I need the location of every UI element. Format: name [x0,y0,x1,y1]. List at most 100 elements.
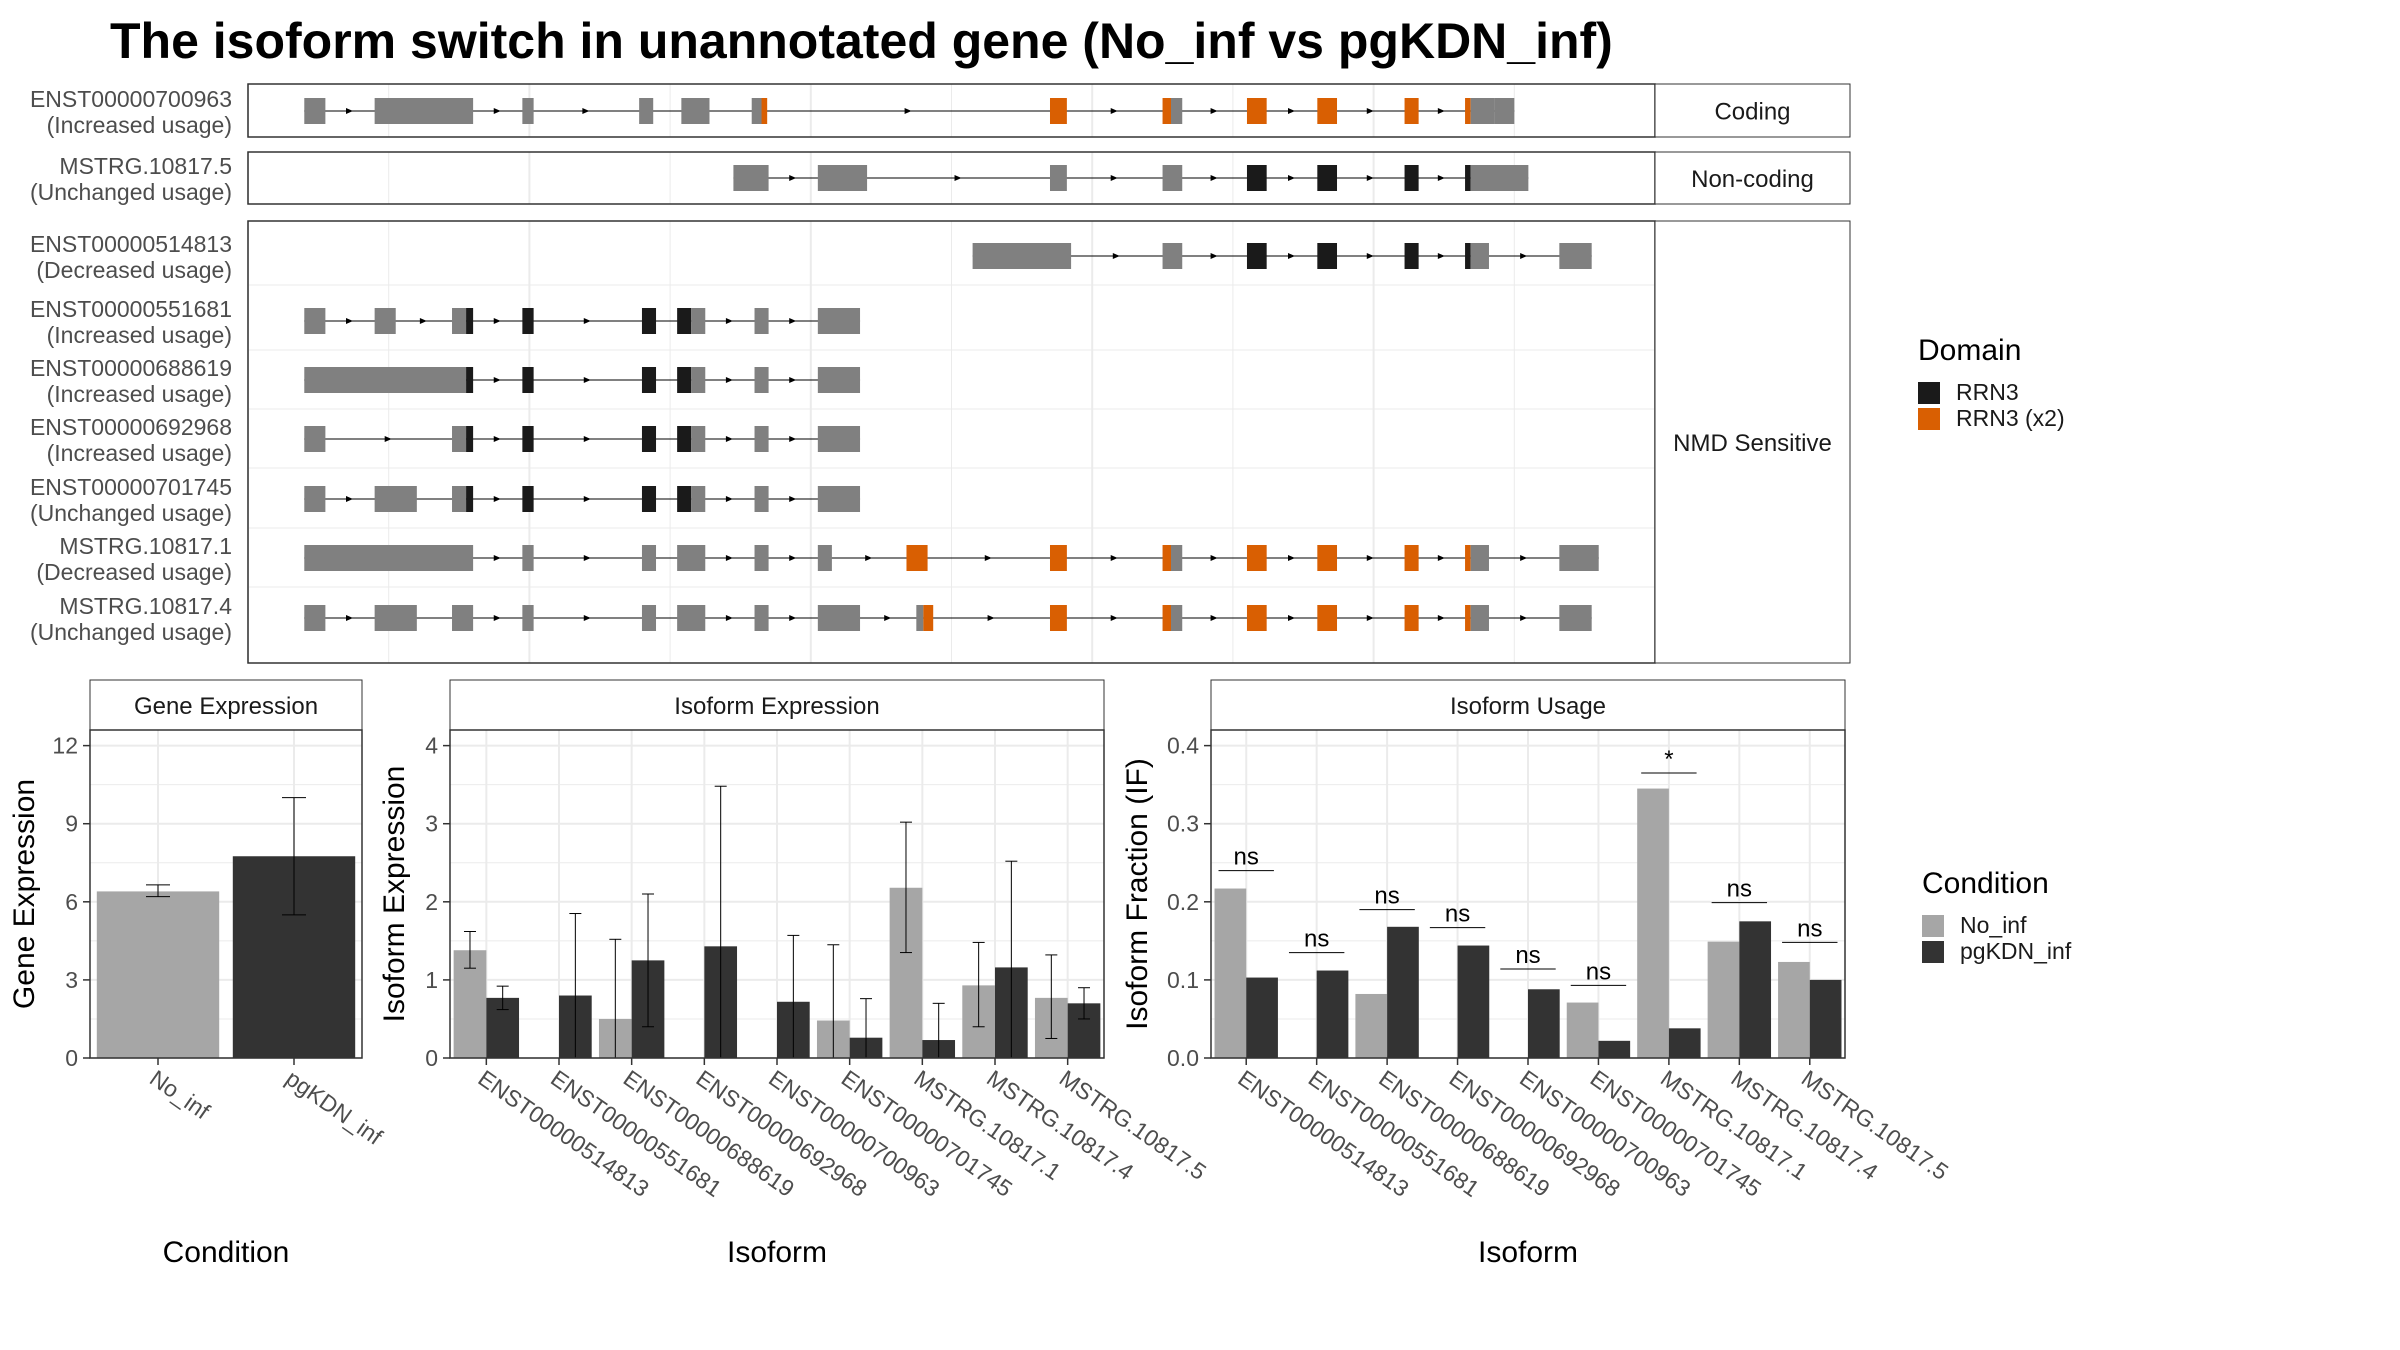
y-axis-title: Gene Expression [8,779,41,1009]
strand-arrow-icon [384,436,392,442]
strand-arrow-icon [1366,555,1374,561]
exon-block [1162,243,1183,269]
strand-arrow-icon [583,436,591,442]
strand-arrow-icon [789,436,797,442]
rrn3-x2-domain-block [1162,605,1171,631]
rrn3-domain-block [641,426,657,452]
rrn3-domain-block [1246,165,1267,191]
strand-arrow-icon [583,377,591,383]
bar-pgkdn-inf-mstrg-10817-4 [1739,921,1772,1058]
x-tick-label-no-inf: No_inf [145,1065,215,1125]
strand-arrow-icon [583,318,591,324]
y-tick-label: 12 [52,733,78,759]
bar-pgkdn-inf-enst00000701745 [1598,1040,1631,1058]
chart-isoform-usage: Isoform Usage 0.0 0.1 0.2 0.3 0.4 ns ns ns ns ns ns… [1121,679,1953,1269]
strand-arrow-icon [725,555,733,561]
strand-arrow-icon [1366,253,1374,259]
legend-swatch-pgkdn-inf [1922,941,1944,963]
exon-block [817,367,861,393]
exon-block [916,605,924,631]
exon-block [374,486,417,512]
exon-block [1170,605,1183,631]
exon-block [374,98,474,124]
strand-arrow-icon [725,436,733,442]
exon-block [1162,165,1183,191]
rrn3-x2-domain-block [1049,605,1067,631]
strand-arrow-icon [582,108,590,114]
rrn3-x2-domain-block [1246,98,1267,124]
group-strip-non-coding [1654,151,1851,205]
group-strip-coding [1654,83,1851,138]
exon-block [374,605,417,631]
chart-strip [89,679,363,731]
rrn3-domain-block [1404,243,1419,269]
exon-block [1170,545,1183,571]
strand-arrow-icon [346,318,354,324]
rrn3-domain-block [1404,165,1419,191]
exon-block [1049,165,1067,191]
transcript-id-enst00000514813: ENST00000514813 [30,231,232,257]
rrn3-x2-domain-block [1162,98,1171,124]
strand-arrow-icon [865,555,873,561]
y-tick-label: 9 [65,811,78,837]
strand-arrow-icon [1520,253,1528,259]
rrn3-x2-domain-block [1404,545,1419,571]
strand-arrow-icon [1287,175,1295,181]
bar-pgkdn-inf-enst00000688619 [1387,926,1419,1058]
strand-arrow-icon [1437,253,1445,259]
rrn3-domain-block [522,486,534,512]
exon-block [817,308,861,334]
rrn3-x2-domain-block [923,605,934,631]
y-tick-label: 2 [425,889,438,915]
y-tick-label: 6 [65,889,78,915]
exon-block [1559,545,1599,571]
exon-block [1170,98,1183,124]
group-label-coding: Coding [1714,99,1790,126]
exon-block [972,243,1072,269]
exon-block [304,98,326,124]
strand-arrow-icon [1287,253,1295,259]
strand-arrow-icon [1210,108,1218,114]
y-tick-label: 0.4 [1167,733,1199,759]
exon-block [817,426,861,452]
exon-block [817,545,832,571]
strand-arrow-icon [1110,108,1118,114]
transcript-id-enst00000688619: ENST00000688619 [30,355,232,381]
strand-arrow-icon [1210,253,1218,259]
rrn3-domain-block [677,367,692,393]
exon-block [1470,605,1489,631]
y-tick-label: 0.3 [1167,811,1199,837]
strand-arrow-icon [419,318,427,324]
transcript-id-mstrg-10817-5: MSTRG.10817.5 [59,153,232,179]
rrn3-x2-domain-block [1162,545,1171,571]
chart-strip-label: Gene Expression [134,693,318,720]
y-tick-label: 0.2 [1167,889,1199,915]
significance-label: ns [1374,883,1399,910]
bar-pgkdn-inf-enst00000700963 [1528,989,1560,1058]
transcript-id-enst00000551681: ENST00000551681 [30,296,232,322]
bar-no-inf-mstrg-10817-1 [1637,788,1669,1058]
figure-title: The isoform switch in unannotated gene (… [110,13,1613,69]
rrn3-x2-domain-block [1317,545,1338,571]
significance-label: ns [1586,958,1611,985]
transcript-id-mstrg-10817-1: MSTRG.10817.1 [59,533,232,559]
bar-no-inf-mstrg-10817-4 [1707,941,1740,1058]
exon-block [754,308,769,334]
significance-label: ns [1797,915,1822,942]
exon-block [1494,98,1515,124]
y-tick-label: 1 [425,967,438,993]
significance-label: ns [1727,876,1752,903]
strand-arrow-icon [1110,615,1118,621]
chart-panel-border [89,729,363,1059]
significance-label: ns [1445,901,1470,928]
exon-block [691,486,706,512]
strand-arrow-icon [493,496,501,502]
rrn3-x2-domain-block [1404,98,1419,124]
exon-block [304,545,474,571]
group-strip-nmd-sensitive [1654,220,1851,664]
chart-strip-label: Isoform Usage [1450,693,1606,720]
transcript-id-enst00000701745: ENST00000701745 [30,474,232,500]
rrn3-domain-block [522,367,534,393]
